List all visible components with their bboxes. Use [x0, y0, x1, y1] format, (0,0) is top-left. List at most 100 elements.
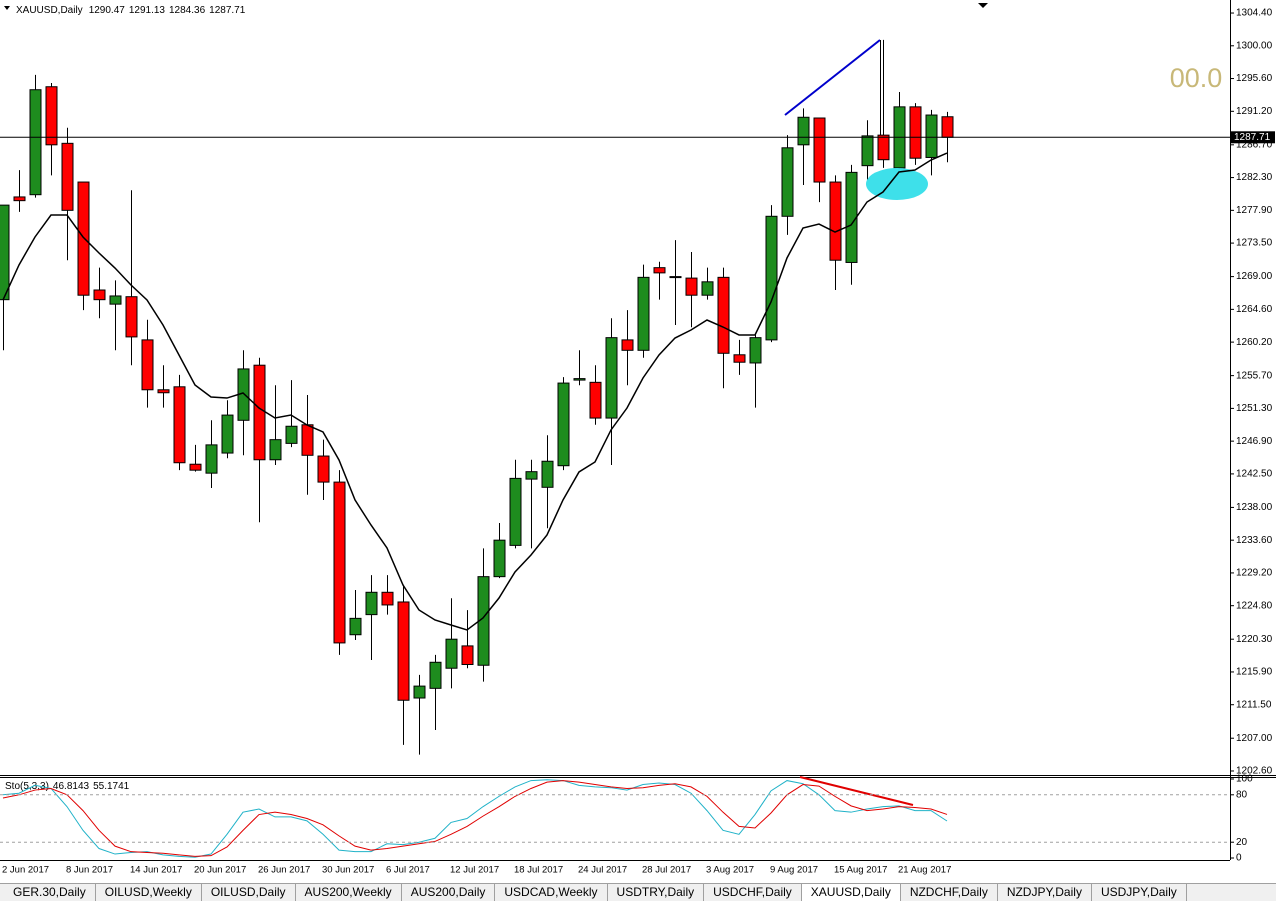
candle-body [509, 477, 522, 546]
axes: 1304.40 1300.00 1295.60 1291.20 1286.70 1282.… [0, 8, 1275, 876]
candle-body [141, 339, 154, 391]
candle-body [205, 444, 218, 474]
price-tag-label: 1287.71 [1234, 132, 1271, 143]
x-tick-label: 2 Jun 2017 [2, 865, 49, 876]
moving-average [2, 152, 948, 631]
indicator-signal-value: 55.1741 [93, 781, 130, 792]
x-tick-label: 8 Jun 2017 [66, 865, 113, 876]
y-tick-label: 1246.90 [1236, 436, 1273, 447]
candle-body [269, 439, 282, 461]
y-tick-label: 1229.20 [1236, 568, 1273, 579]
candle-body [317, 455, 330, 483]
candle-body [221, 414, 234, 454]
candle-body [445, 638, 458, 669]
chart-tab[interactable]: USDTRY,Daily [608, 884, 705, 901]
x-tick-label: 30 Jun 2017 [322, 865, 374, 876]
candle-body [861, 135, 874, 167]
header-open: 1290.47 [89, 5, 126, 16]
indicator-title: Sto(5,3,3) [5, 781, 49, 792]
candle-body [941, 116, 954, 138]
x-tick-label: 28 Jul 2017 [642, 865, 691, 876]
candle-body [285, 425, 298, 444]
x-tick-label: 24 Jul 2017 [578, 865, 627, 876]
y-tick-label: 1202.60 [1236, 766, 1273, 777]
chart-tab[interactable]: OILUSD,Weekly [96, 884, 202, 901]
x-tick-label: 20 Jun 2017 [194, 865, 246, 876]
candle-body [605, 337, 618, 419]
indicator-line [2, 779, 948, 858]
x-tick-label: 12 Jul 2017 [450, 865, 499, 876]
x-tick-label: 15 Aug 2017 [834, 865, 887, 876]
annotation-text: 00.0 [1170, 63, 1223, 93]
candle-body [77, 181, 90, 296]
candle-body [637, 276, 650, 351]
candle-body [29, 89, 42, 196]
candle-body [797, 116, 810, 146]
candle-body [301, 424, 314, 456]
y-tick-label: 1277.90 [1236, 205, 1273, 216]
y-tick-label: 0 [1236, 853, 1242, 864]
indicator-main-value: 46.8143 [53, 781, 90, 792]
header-high: 1291.13 [129, 5, 166, 16]
y-tick-label: 1291.20 [1236, 106, 1273, 117]
candle-body [157, 389, 170, 394]
indicator-header: Sto(5,3,3) 46.8143 55.1741 [5, 781, 130, 792]
chart-tab[interactable]: USDCHF,Daily [704, 884, 802, 901]
x-tick-label: 18 Jul 2017 [514, 865, 563, 876]
candle-body [461, 645, 474, 666]
chart-tab[interactable]: AUS200,Weekly [296, 884, 402, 901]
x-tick-label: 3 Aug 2017 [706, 865, 754, 876]
candle-body [93, 289, 106, 301]
candle-body [781, 147, 794, 217]
y-tick-label: 80 [1236, 789, 1248, 800]
candle-body [525, 471, 538, 480]
candle-body [429, 661, 442, 689]
candle-body [173, 386, 186, 464]
chart-tab[interactable]: USDJPY,Daily [1092, 884, 1187, 901]
candle-body [589, 381, 602, 419]
y-tick-label: 1264.60 [1236, 304, 1273, 315]
x-tick-label: 6 Jul 2017 [386, 865, 430, 876]
candle-body [749, 337, 762, 364]
symbol-title: XAUUSD,Daily [16, 5, 83, 16]
chart-tab[interactable]: AUS200,Daily [402, 884, 496, 901]
chart-tab[interactable]: NZDJPY,Daily [998, 884, 1092, 901]
shift-marker [978, 3, 988, 8]
candle-body [829, 181, 842, 261]
chart-tab[interactable]: XAUUSD,Daily [801, 884, 901, 901]
candles [0, 39, 954, 755]
candle-body [573, 378, 586, 381]
y-tick-label: 1269.00 [1236, 271, 1273, 282]
y-tick-label: 1282.30 [1236, 172, 1273, 183]
y-tick-label: 100 [1236, 774, 1253, 785]
chart-tab[interactable]: GER.30,Daily [4, 884, 96, 901]
x-tick-label: 9 Aug 2017 [770, 865, 818, 876]
menu-marker [4, 6, 10, 10]
y-tick-label: 1295.60 [1236, 73, 1273, 84]
header-close: 1287.71 [209, 5, 246, 16]
y-tick-label: 1211.50 [1236, 699, 1272, 710]
candle-body [717, 276, 730, 354]
chart-tab[interactable]: NZDCHF,Daily [901, 884, 998, 901]
chart-tab[interactable]: USDCAD,Weekly [495, 884, 608, 901]
candle-body [813, 117, 826, 183]
y-tick-label: 1273.50 [1236, 238, 1273, 249]
candle-body [541, 460, 554, 488]
candle-body [845, 171, 858, 263]
chart-header: XAUUSD,Daily 1290.47 1291.13 1284.36 1287.71 [16, 5, 246, 16]
y-tick-label: 1215.90 [1236, 667, 1273, 678]
drawings [784, 39, 928, 806]
candle-body [653, 267, 666, 274]
chart-tab[interactable]: OILUSD,Daily [202, 884, 296, 901]
candle-body [349, 617, 362, 636]
candle-body [45, 86, 58, 146]
y-tick-label: 1286.70 [1236, 139, 1273, 150]
candle-body [733, 354, 746, 363]
candle-body [685, 277, 698, 296]
y-tick-label: 1242.50 [1236, 469, 1273, 480]
x-tick-label: 14 Jun 2017 [130, 865, 182, 876]
indicator-line [2, 780, 948, 857]
